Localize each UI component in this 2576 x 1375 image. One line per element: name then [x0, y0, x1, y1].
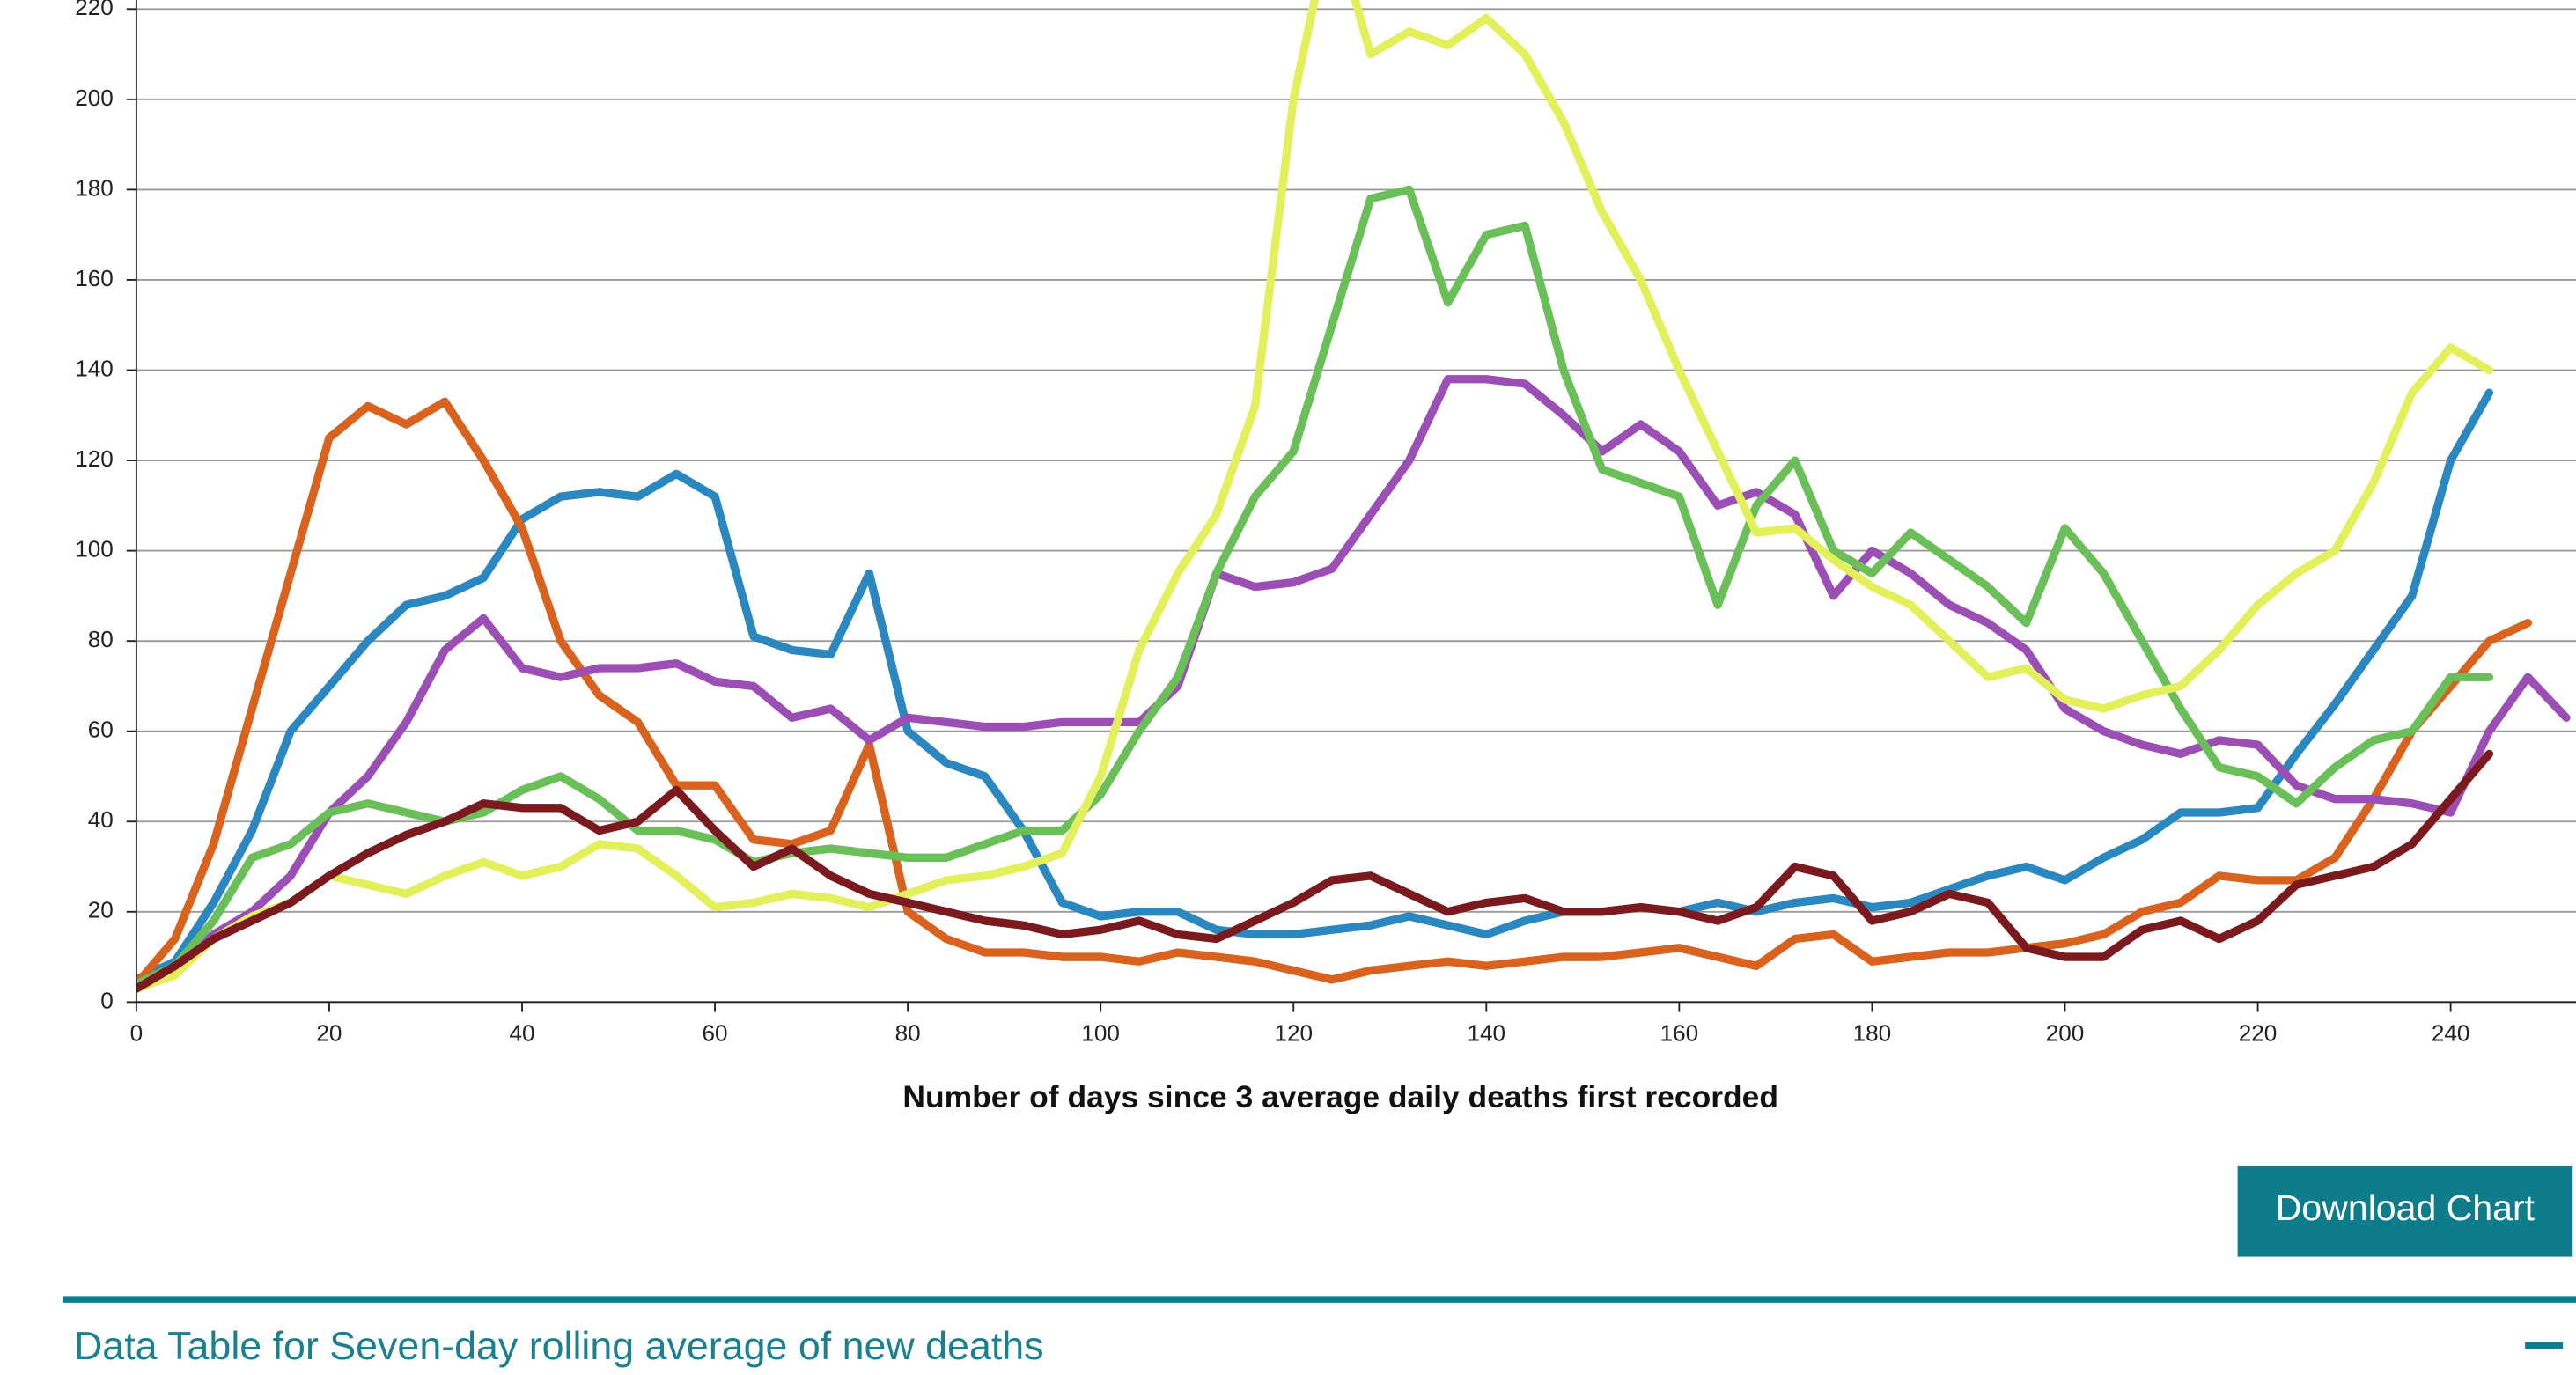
y-tick-label: 160 — [75, 265, 114, 291]
series-line — [136, 749, 2494, 993]
series-line — [136, 185, 2494, 989]
x-tick-label: 80 — [895, 1020, 921, 1047]
y-tick-label: 200 — [75, 85, 114, 111]
x-tick-label: 240 — [2432, 1020, 2470, 1047]
x-tick-label: 100 — [1081, 1020, 1120, 1047]
y-tick-label: 0 — [100, 987, 114, 1013]
y-tick-label: 40 — [88, 806, 114, 833]
y-tick-label: 180 — [75, 174, 114, 201]
y-tick-label: 220 — [75, 0, 114, 20]
x-axis-title: Number of days since 3 average daily dea… — [902, 1079, 1778, 1114]
x-tick-label: 40 — [509, 1020, 534, 1047]
y-tick-label: 80 — [88, 626, 114, 652]
x-tick-label: 0 — [130, 1020, 144, 1047]
button-background[interactable] — [2237, 1165, 2573, 1257]
axes: 0 20 40 60 80 100 120 140 160 180 200 220 0 20 40 60 80 1… — [75, 0, 2576, 1047]
x-tick-label: 180 — [1853, 1020, 1892, 1047]
x-tick-label: 140 — [1468, 1020, 1506, 1047]
download-button[interactable]: Download Chart — [2237, 1165, 2573, 1257]
x-tick-label: 20 — [316, 1020, 342, 1047]
y-tick-label: 140 — [75, 355, 114, 381]
series-line — [136, 388, 2494, 984]
table-title: Data Table for Seven-day rolling average… — [74, 1324, 1044, 1368]
x-tick-label: 220 — [2239, 1020, 2278, 1047]
y-tick-label: 60 — [88, 717, 114, 743]
series-line — [136, 375, 2571, 989]
y-tick-label: 100 — [75, 536, 114, 562]
button-label[interactable]: Download Chart — [2276, 1188, 2536, 1228]
x-tick-label: 120 — [1274, 1020, 1313, 1047]
x-tick-label: 160 — [1660, 1020, 1699, 1047]
plot-area — [136, 0, 2571, 993]
x-tick-label: 200 — [2046, 1020, 2085, 1047]
series-line — [136, 0, 2494, 993]
series-line — [136, 397, 2532, 989]
x-tick-label: 60 — [703, 1020, 728, 1047]
y-tick-label: 120 — [75, 445, 114, 472]
y-tick-label: 20 — [88, 897, 114, 923]
grid — [136, 8, 2576, 1004]
